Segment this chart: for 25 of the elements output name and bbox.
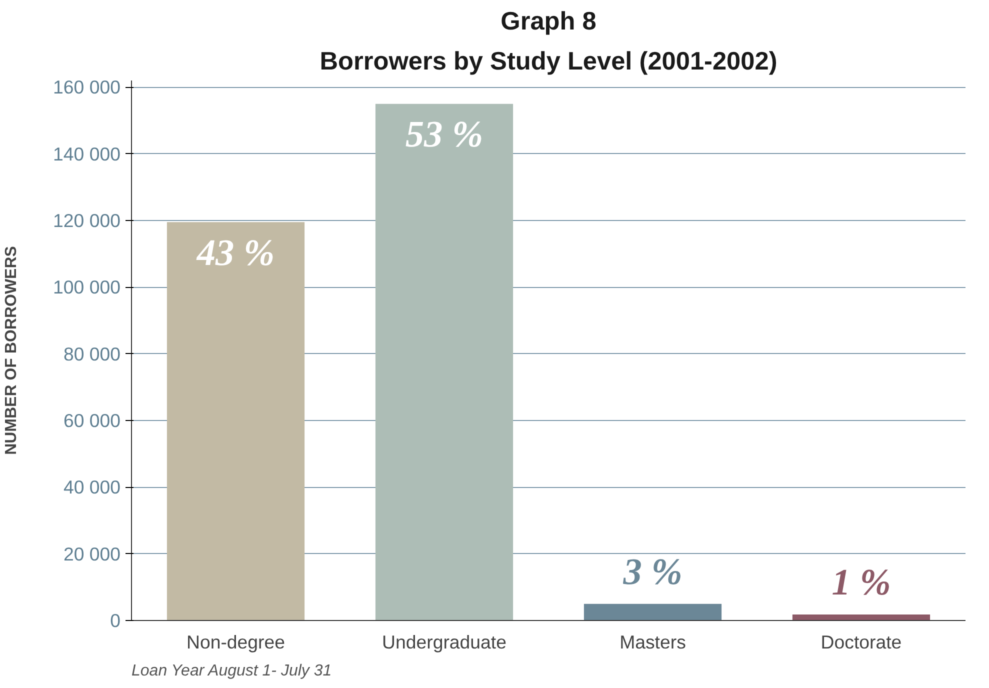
chart-subtitle: Borrowers by Study Level (2001-2002): [320, 48, 778, 76]
y-tick-label: 60 000: [63, 410, 120, 431]
y-tick-label: 20 000: [63, 543, 120, 564]
y-axis-title: NUMBER OF BORROWERS: [3, 246, 20, 455]
y-tick-label: 140 000: [53, 143, 121, 164]
annotation: 43 %: [196, 232, 275, 274]
bar: [166, 222, 305, 620]
annotation: 3 %: [622, 552, 682, 594]
bar: [375, 104, 514, 620]
x-tick-label: Doctorate: [820, 632, 902, 652]
x-tick-label: Masters: [620, 632, 686, 652]
y-tick-label: 0: [110, 610, 121, 631]
x-tick-label: Non-degree: [186, 632, 286, 652]
x-tick-label: Undergraduate: [382, 632, 506, 652]
annotation: 53 %: [405, 114, 484, 156]
chart-title: Graph 8: [500, 8, 596, 36]
y-tick-label: 100 000: [53, 276, 121, 298]
y-tick-label: 160 000: [53, 76, 121, 98]
annotation: 1 %: [832, 562, 891, 604]
bar: [792, 614, 930, 620]
y-tick-label: 80 000: [63, 343, 120, 364]
y-tick-label: 40 000: [63, 476, 120, 498]
bar: [584, 604, 722, 620]
text: Loan Year August 1- July 31: [132, 662, 332, 680]
y-tick-label: 120 000: [53, 210, 121, 231]
